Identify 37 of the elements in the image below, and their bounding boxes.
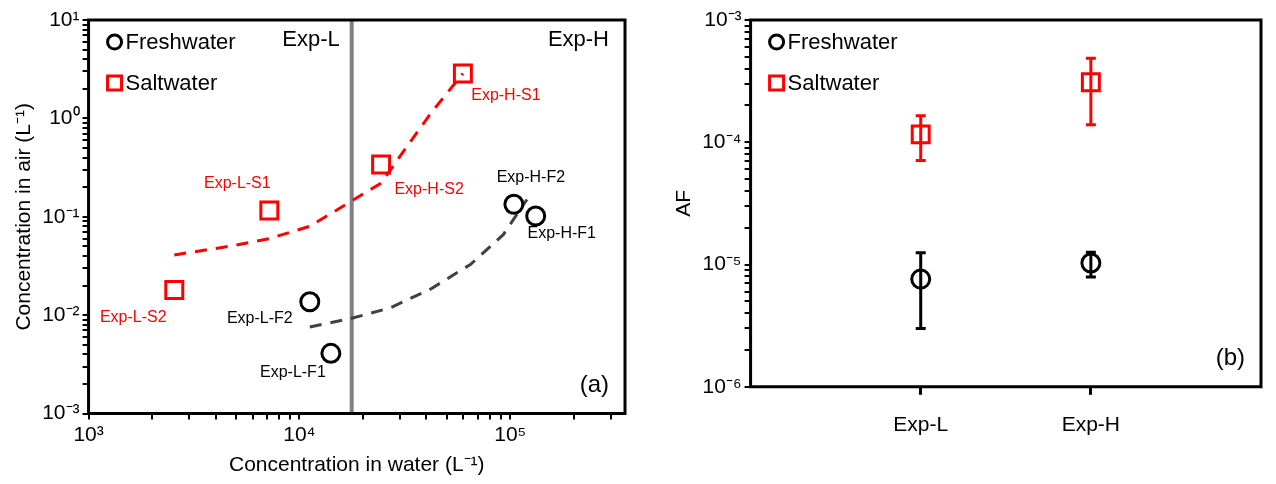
y-tick-label: 10⁻¹	[42, 203, 80, 227]
annotation: (b)	[1215, 343, 1245, 371]
y-tick-label: 10⁰	[49, 105, 80, 129]
x-tick-label: 10⁵	[494, 422, 527, 445]
x-axis-title: Concentration in water (L⁻¹)	[228, 452, 485, 476]
y-axis-title: Concentration in air (L⁻¹)	[11, 103, 35, 331]
y-tick-label: 10⁻⁴	[702, 129, 742, 153]
y-tick-label: 10⁻³	[42, 400, 80, 424]
annotation: Exp-L	[282, 26, 340, 52]
annotation: Exp-H-F2	[496, 167, 566, 185]
legend-label: Saltwater	[787, 70, 880, 96]
legend-label: Freshwater	[125, 29, 236, 55]
x-tick-label: Exp-L	[893, 412, 949, 436]
annotation: Exp-H-S1	[471, 85, 541, 103]
annotation: (a)	[579, 370, 609, 398]
annotation: Exp-H-S2	[394, 179, 464, 197]
y-tick-label: 10⁻³	[704, 6, 742, 30]
point	[910, 124, 931, 145]
annotation: Exp-L-S1	[203, 173, 271, 191]
point	[1080, 252, 1102, 274]
x-tick-label: 10⁴	[283, 422, 316, 445]
point	[1080, 72, 1101, 93]
x-tick-label: Exp-H	[1061, 412, 1121, 436]
annotation: Exp-H	[547, 26, 609, 52]
legend-label: Freshwater	[787, 29, 898, 55]
annotation: Exp-L-F1	[259, 362, 326, 380]
annotation: Exp-H-F1	[527, 224, 597, 242]
y-tick-label: 10⁻⁵	[702, 251, 742, 275]
y-tick-label: 10¹	[49, 6, 80, 30]
y-tick-label: 10⁻⁶	[702, 373, 742, 397]
x-tick-label: 10³	[73, 422, 104, 445]
legend-label: Saltwater	[125, 70, 218, 96]
y-axis-title: AF	[671, 189, 695, 217]
annotation: Exp-L-F2	[226, 309, 293, 327]
annotation: Exp-L-S2	[99, 308, 167, 326]
y-tick-label: 10⁻²	[42, 302, 80, 325]
point	[910, 268, 932, 290]
